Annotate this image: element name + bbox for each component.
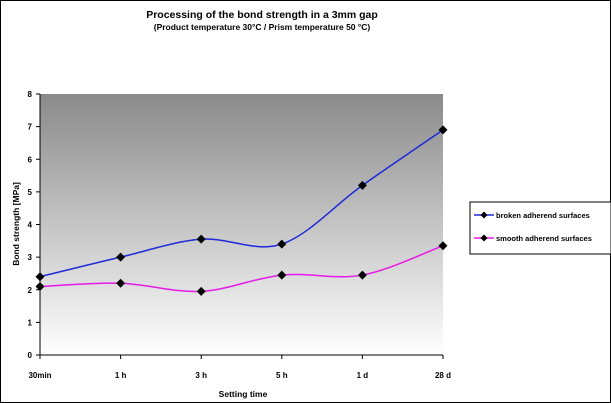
x-tick-label: 5 h [276,371,288,380]
y-tick-label: 2 [28,286,33,295]
y-tick-label: 3 [28,253,33,262]
data-point-marker [357,270,367,280]
data-point-marker [438,125,448,135]
data-point-marker [116,252,126,262]
y-tick-label: 5 [28,188,33,197]
legend-marker [480,211,488,219]
legend-label: broken adherend surfaces [496,211,590,220]
data-point-marker [35,281,45,291]
series-line [39,129,444,278]
chart-subtitle: (Product temperature 30°C / Prism temper… [154,22,371,32]
y-axis-label: Bond strength [MPa] [11,182,21,266]
data-point-marker [277,239,287,249]
data-point-marker [116,278,126,288]
data-point-marker [357,180,367,190]
x-axis-label: Setting time [219,389,268,399]
data-point-marker [438,241,448,251]
y-tick-label: 8 [28,90,33,99]
y-tick-label: 0 [28,351,33,360]
y-tick-label: 6 [28,155,33,164]
x-tick-label: 30min [28,371,51,380]
y-tick-label: 4 [28,221,33,230]
chart-title: Processing of the bond strength in a 3mm… [146,9,378,21]
data-point-marker [196,234,206,244]
data-point-marker [277,270,287,280]
y-tick-label: 7 [28,123,33,132]
y-tick-label: 1 [28,318,33,327]
data-point-marker [35,272,45,282]
x-tick-label: 3 h [195,371,207,380]
legend-box [469,201,611,255]
x-tick-label: 28 d [435,371,451,380]
legend-marker [480,234,488,242]
x-tick-label: 1 d [357,371,369,380]
legend: broken adherend surfaces smooth adherend … [469,201,611,255]
legend-label: smooth adherend surfaces [496,234,592,243]
data-point-marker [196,286,206,296]
plot-area [40,94,443,355]
x-tick-label: 1 h [115,371,127,380]
